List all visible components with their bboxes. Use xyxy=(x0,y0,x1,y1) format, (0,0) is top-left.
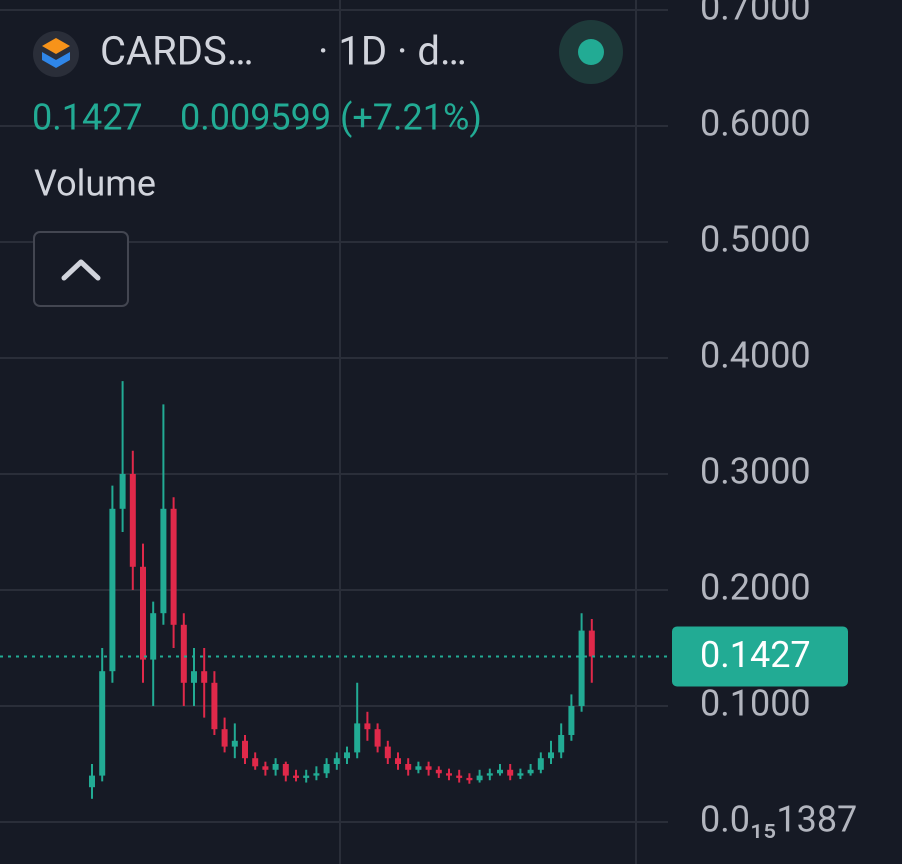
y-tick-label: 0.3000 xyxy=(700,451,811,493)
candle-body xyxy=(568,705,575,735)
candle-body xyxy=(364,723,371,730)
candle-body xyxy=(497,769,503,774)
last-price-label: 0.1427 xyxy=(700,634,811,676)
candle-body xyxy=(231,740,238,747)
candle-body xyxy=(456,775,463,778)
candle-body xyxy=(262,766,269,770)
candles xyxy=(89,381,595,799)
indicator-name: Volume xyxy=(34,163,156,205)
candle-body xyxy=(425,766,432,770)
candle-body xyxy=(201,671,208,683)
candle-body xyxy=(466,777,473,781)
candle-body xyxy=(272,763,279,770)
candle-body xyxy=(446,773,452,776)
chevron-up xyxy=(61,259,101,281)
symbol-logo xyxy=(42,52,70,68)
candle-body xyxy=(150,613,157,660)
last-price-badge xyxy=(672,626,848,687)
y-tick-label: 0.5000 xyxy=(700,218,811,260)
candle-body xyxy=(548,752,554,759)
candle-body xyxy=(160,508,167,614)
candle-body xyxy=(354,723,361,753)
candle-body xyxy=(109,508,116,672)
candle-body xyxy=(333,758,340,764)
symbol-logo xyxy=(42,38,70,54)
candle-body xyxy=(293,775,299,778)
candle-body xyxy=(517,773,524,776)
y-tick-label: 0.6000 xyxy=(700,102,811,144)
candle-body xyxy=(527,769,534,774)
candle-body xyxy=(344,752,350,759)
candle-body xyxy=(252,758,259,767)
y-tick-label: 0.7000 xyxy=(700,0,811,28)
y-tick-label: 0.2000 xyxy=(700,567,811,609)
candle-body xyxy=(415,766,422,770)
candle-body xyxy=(374,729,381,747)
candle-body xyxy=(242,740,248,759)
candle-body xyxy=(282,763,289,776)
candle-body xyxy=(221,729,228,747)
last-price: 0.1427 xyxy=(32,97,143,139)
status-dot xyxy=(578,39,604,65)
candle-body xyxy=(558,734,565,753)
candle-body xyxy=(537,758,544,770)
candle-body xyxy=(588,630,595,657)
price-change: 0.009599 (+7.21%) xyxy=(180,97,482,139)
candle-body xyxy=(140,566,146,660)
y-tick-label: 0.1000 xyxy=(700,683,811,725)
candle-body xyxy=(323,763,330,774)
candle-body xyxy=(180,624,187,683)
y-tick-label: 0.4000 xyxy=(700,335,811,377)
overlay: 0.0₁₅1387 0.1000 0.2000 0.3000 0.4000 0.5000 0… xyxy=(0,0,857,841)
interval[interactable]: · 1D · d… xyxy=(318,28,467,75)
symbol-name[interactable]: CARDS… xyxy=(100,28,254,75)
candle-body xyxy=(578,630,585,706)
candle-body xyxy=(313,773,320,776)
candle-body xyxy=(486,773,493,776)
candle-body xyxy=(129,473,136,567)
candle-body xyxy=(395,758,401,764)
collapse-button[interactable] xyxy=(33,231,129,307)
candle-body xyxy=(99,671,106,776)
candle-body xyxy=(191,671,197,683)
candle-body xyxy=(435,769,442,774)
candle-body xyxy=(211,682,218,730)
y-tick-label: 0.0₁₅1387 xyxy=(700,799,857,841)
candle-body xyxy=(119,473,126,509)
candle-body xyxy=(89,775,95,788)
candle-body xyxy=(405,763,412,770)
candle-body xyxy=(384,746,391,759)
candle-body xyxy=(476,775,483,781)
candle-body xyxy=(507,769,514,776)
candle-body xyxy=(303,775,310,778)
candle-body xyxy=(170,508,177,625)
